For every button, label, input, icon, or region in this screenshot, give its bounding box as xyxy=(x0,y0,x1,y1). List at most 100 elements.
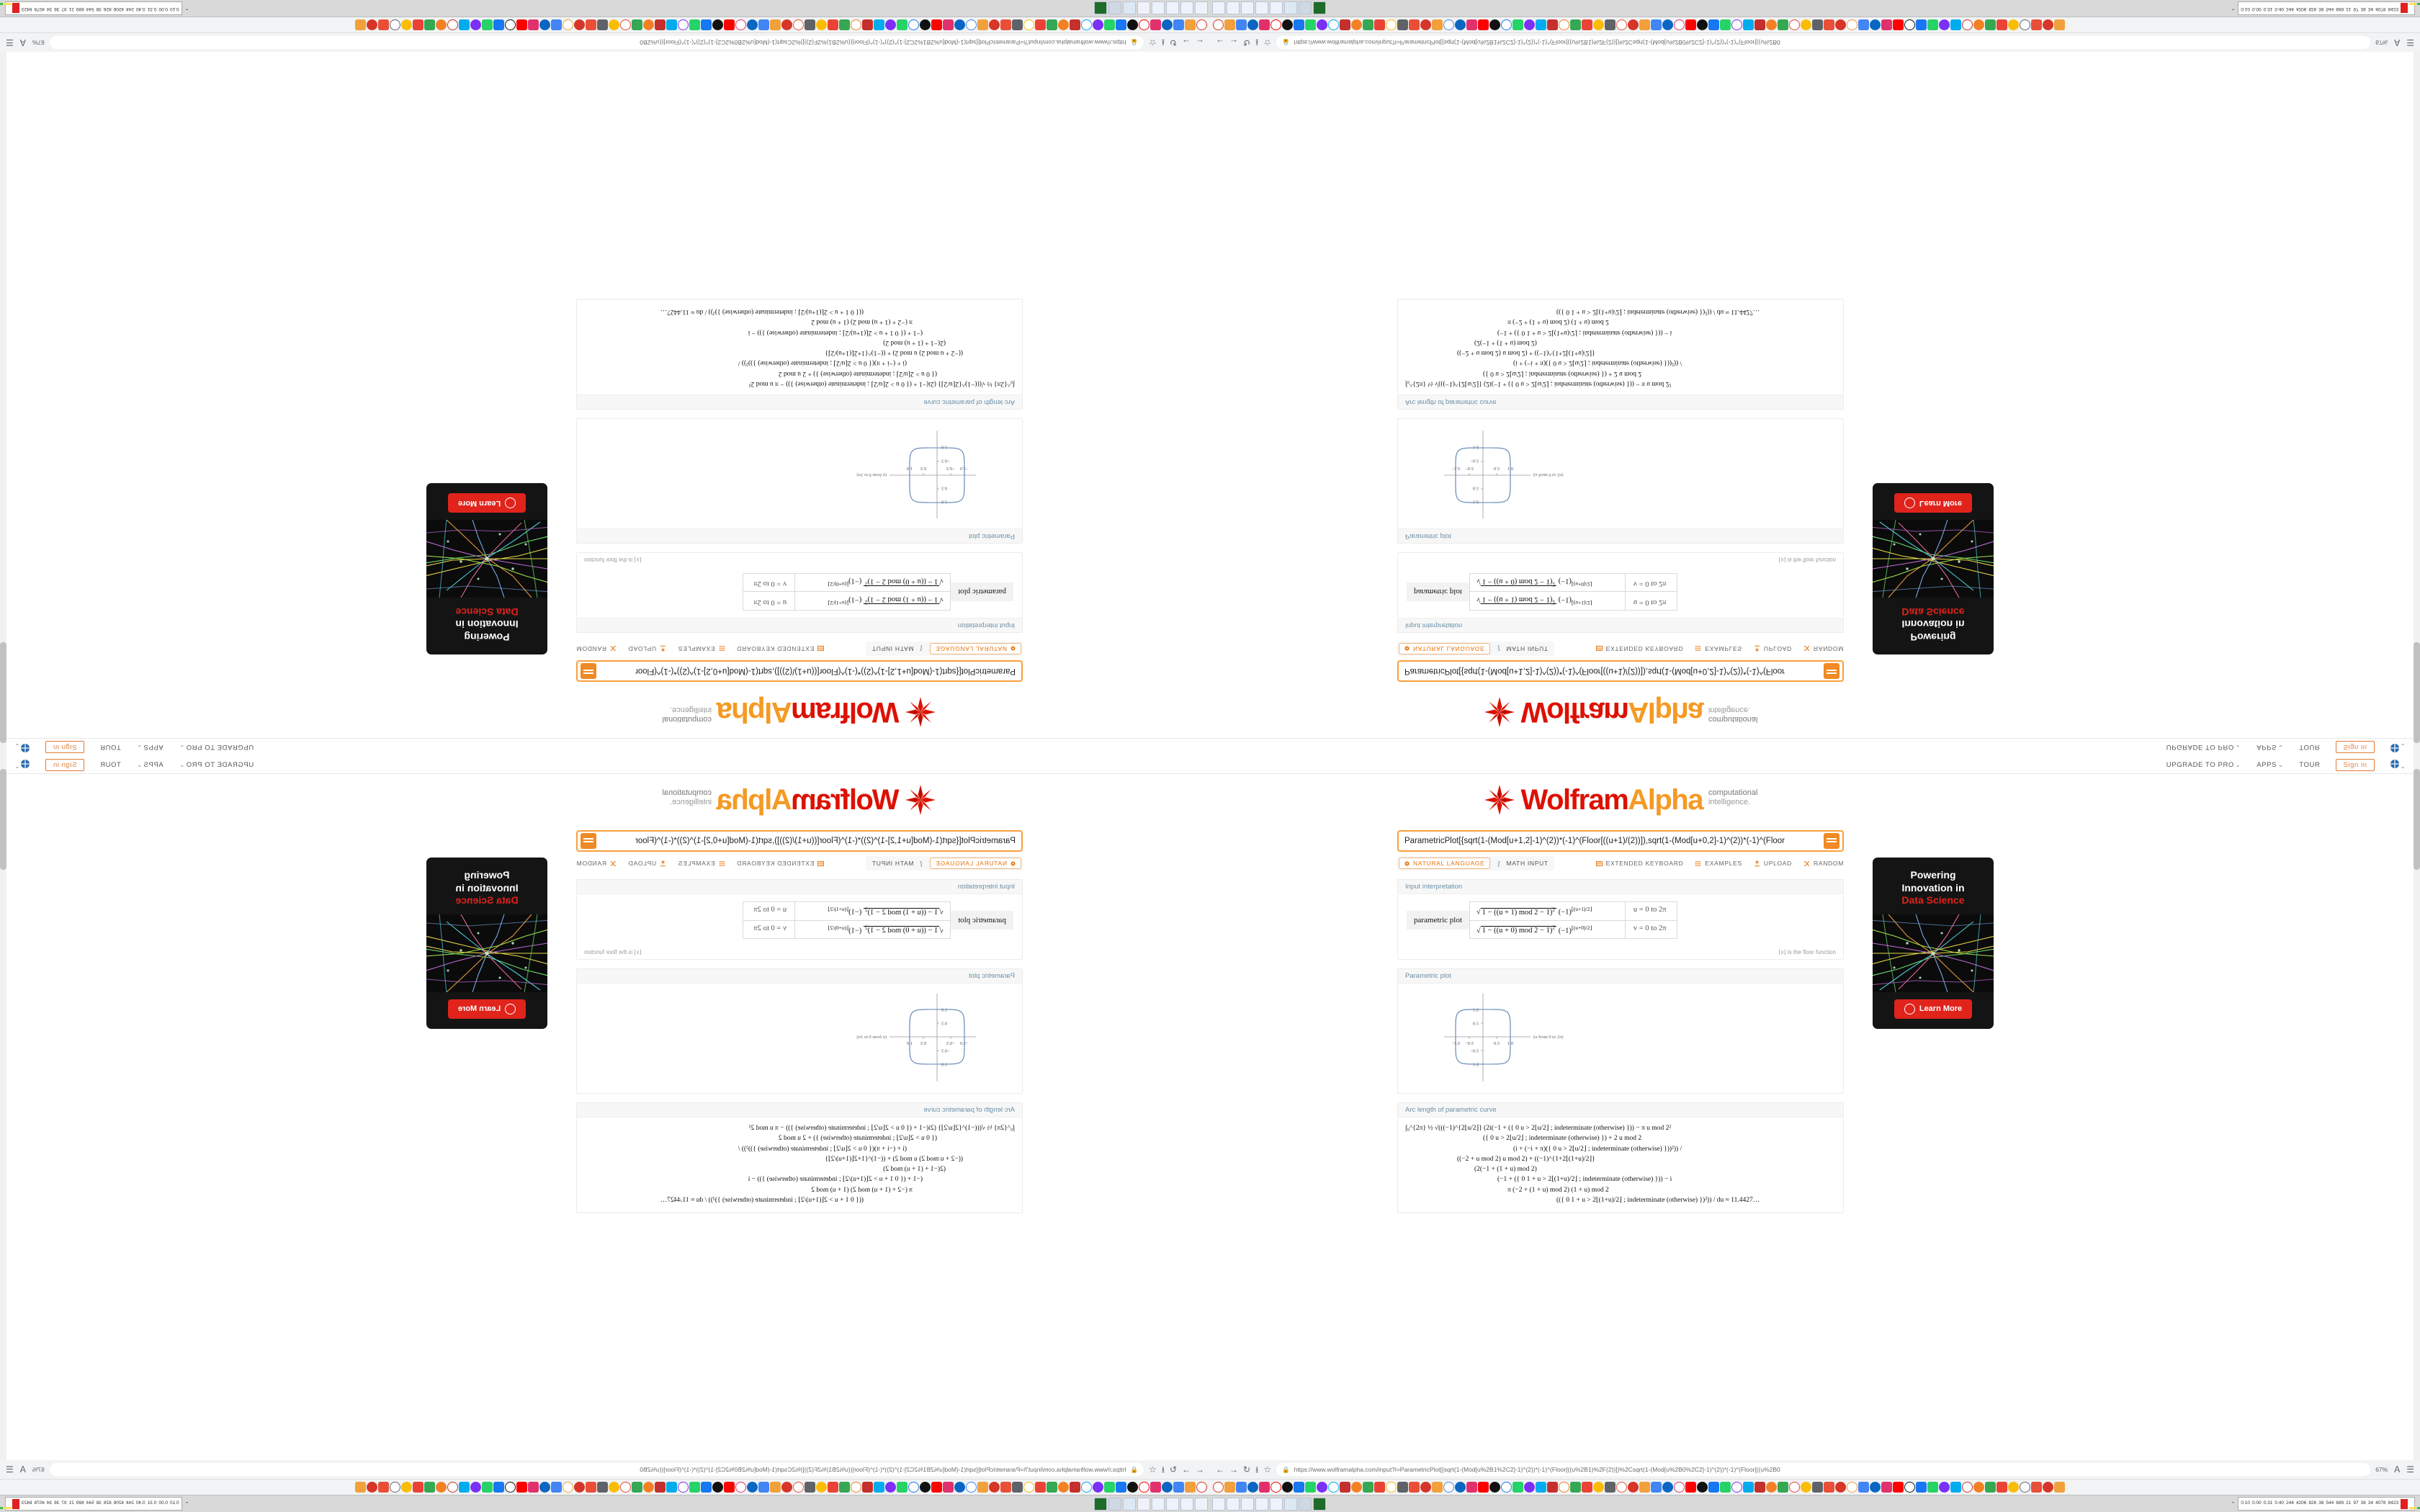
bookmark-favicon[interactable] xyxy=(1443,1482,1454,1493)
nav-apps[interactable]: APPS⌄ xyxy=(2257,744,2283,752)
bookmark-favicon[interactable] xyxy=(1789,19,1800,30)
ad-card[interactable]: Powering Innovation in Data Science xyxy=(1873,483,1994,654)
bookmark-favicon[interactable] xyxy=(597,19,608,30)
bookmark-favicon[interactable] xyxy=(2008,1482,2019,1493)
bookmark-favicon[interactable] xyxy=(516,19,527,30)
bookmark-favicon[interactable] xyxy=(1512,19,1523,30)
bookmark-favicon[interactable] xyxy=(390,1482,400,1493)
bookmarks-bar[interactable] xyxy=(1210,17,2420,33)
bookmark-favicon[interactable] xyxy=(1950,1482,1961,1493)
bookmark-favicon[interactable] xyxy=(1962,1482,1973,1493)
notepad-icon[interactable] xyxy=(1166,1497,1179,1511)
bookmark-favicon[interactable] xyxy=(839,1482,850,1493)
bookmark-favicon[interactable] xyxy=(724,19,735,30)
bookmarks-bar[interactable] xyxy=(0,1479,1210,1495)
bookmark-favicon[interactable] xyxy=(1593,19,1604,30)
bookmark-favicon[interactable] xyxy=(401,19,412,30)
bookmark-favicon[interactable] xyxy=(1570,19,1581,30)
bookmark-favicon[interactable] xyxy=(1985,1482,1996,1493)
language-selector[interactable]: ⌄ xyxy=(2390,742,2406,753)
learn-more-button[interactable]: Learn More xyxy=(447,493,526,513)
bookmark-favicon[interactable] xyxy=(1824,19,1834,30)
bookmark-favicon[interactable] xyxy=(1081,19,1092,30)
bookmark-favicon[interactable] xyxy=(758,1482,769,1493)
bookmark-favicon[interactable] xyxy=(493,1482,504,1493)
bookmark-favicon[interactable] xyxy=(1397,1482,1408,1493)
bookmark-favicon[interactable] xyxy=(563,1482,573,1493)
bookmark-favicon[interactable] xyxy=(1904,19,1915,30)
bookmark-favicon[interactable] xyxy=(551,19,562,30)
ad-card[interactable]: Powering Innovation in Data Science xyxy=(1873,858,1994,1029)
examples-button[interactable]: EXAMPLES xyxy=(678,645,725,652)
bookmark-favicon[interactable] xyxy=(1766,19,1777,30)
bookmark-favicon[interactable] xyxy=(1489,1482,1500,1493)
bookmark-favicon[interactable] xyxy=(1582,1482,1592,1493)
bookmark-favicon[interactable] xyxy=(1196,1482,1207,1493)
bookmark-favicon[interactable] xyxy=(1674,19,1685,30)
nav-tour[interactable]: TOUR xyxy=(99,743,121,752)
bookmark-favicon[interactable] xyxy=(1000,1482,1011,1493)
bookmark-favicon[interactable] xyxy=(747,19,758,30)
bookmark-favicon[interactable] xyxy=(1328,1482,1339,1493)
ad-card[interactable]: Powering Innovation in Data Science xyxy=(426,858,547,1029)
bookmark-favicon[interactable] xyxy=(1985,19,1996,30)
bookmark-favicon[interactable] xyxy=(1708,19,1719,30)
language-selector[interactable]: ⌄ xyxy=(14,742,30,753)
bookmark-favicon[interactable] xyxy=(1340,1482,1350,1493)
bookmark-favicon[interactable] xyxy=(1524,19,1535,30)
bookmark-favicon[interactable] xyxy=(1547,19,1558,30)
bookmark-favicon[interactable] xyxy=(1047,1482,1057,1493)
bookmark-favicon[interactable] xyxy=(1697,1482,1708,1493)
bookmark-favicon[interactable] xyxy=(816,1482,827,1493)
bookmark-favicon[interactable] xyxy=(1501,19,1512,30)
search-input[interactable]: ParametricPlot[{sqrt(1-(Mod[u+1,2]-1)^(2… xyxy=(635,837,1016,845)
bookmark-favicon[interactable] xyxy=(574,19,585,30)
sign-in-button[interactable]: Sign in xyxy=(2336,741,2375,754)
bookmark-favicon[interactable] xyxy=(678,19,689,30)
bookmark-favicon[interactable] xyxy=(505,19,516,30)
bookmark-favicon[interactable] xyxy=(1012,19,1023,30)
bookmark-favicon[interactable] xyxy=(1351,19,1362,30)
notepad-icon[interactable] xyxy=(1180,1497,1193,1511)
bookmark-favicon[interactable] xyxy=(1000,19,1011,30)
bookmark-favicon[interactable] xyxy=(2054,1482,2065,1493)
site-logo[interactable]: WolframAlpha computational intelligence. xyxy=(1397,784,1844,820)
learn-more-button[interactable]: Learn More xyxy=(447,999,526,1019)
bookmark-favicon[interactable] xyxy=(1224,1482,1235,1493)
tray-expander[interactable]: ⌃ xyxy=(184,1501,189,1507)
random-button[interactable]: RANDOM xyxy=(576,860,617,867)
bookmark-favicon[interactable] xyxy=(1213,1482,1224,1493)
bookmark-favicon[interactable] xyxy=(1547,1482,1558,1493)
bookmark-favicon[interactable] xyxy=(1351,1482,1362,1493)
star-icon[interactable]: ☆ xyxy=(1148,37,1157,48)
bookmark-favicon[interactable] xyxy=(1754,19,1765,30)
translate-icon[interactable]: Ａ xyxy=(2393,37,2402,48)
bookmark-favicon[interactable] xyxy=(666,19,677,30)
star-icon[interactable]: ☆ xyxy=(1263,37,1272,48)
bookmark-favicon[interactable] xyxy=(943,19,954,30)
bookmark-favicon[interactable] xyxy=(1093,19,1103,30)
bookmark-favicon[interactable] xyxy=(701,19,712,30)
bookmark-favicon[interactable] xyxy=(1720,19,1731,30)
bookmark-favicon[interactable] xyxy=(620,1482,631,1493)
bookmark-favicon[interactable] xyxy=(551,1482,562,1493)
bookmark-favicon[interactable] xyxy=(390,19,400,30)
bookmark-favicon[interactable] xyxy=(1081,1482,1092,1493)
bookmark-favicon[interactable] xyxy=(1058,19,1069,30)
hamburger-menu-icon[interactable]: ☰ xyxy=(6,1464,14,1475)
math-input-button[interactable]: ∫ MATH INPUT xyxy=(871,860,923,867)
bookmark-favicon[interactable] xyxy=(1708,1482,1719,1493)
bookmark-favicon[interactable] xyxy=(1778,19,1788,30)
bookmark-favicon[interactable] xyxy=(1455,1482,1466,1493)
bookmark-favicon[interactable] xyxy=(447,1482,458,1493)
bookmark-favicon[interactable] xyxy=(1116,19,1126,30)
bookmark-favicon[interactable] xyxy=(1104,19,1115,30)
bookmark-favicon[interactable] xyxy=(1524,1482,1535,1493)
random-button[interactable]: RANDOM xyxy=(576,645,617,652)
sign-in-button[interactable]: Sign in xyxy=(45,741,84,754)
bookmark-favicon[interactable] xyxy=(1420,1482,1431,1493)
upload-button[interactable]: UPLOAD xyxy=(628,860,666,867)
notepad-icon[interactable] xyxy=(1152,1497,1165,1511)
floppy-save-icon[interactable] xyxy=(1123,1497,1136,1511)
bookmark-favicon[interactable] xyxy=(1386,1482,1397,1493)
